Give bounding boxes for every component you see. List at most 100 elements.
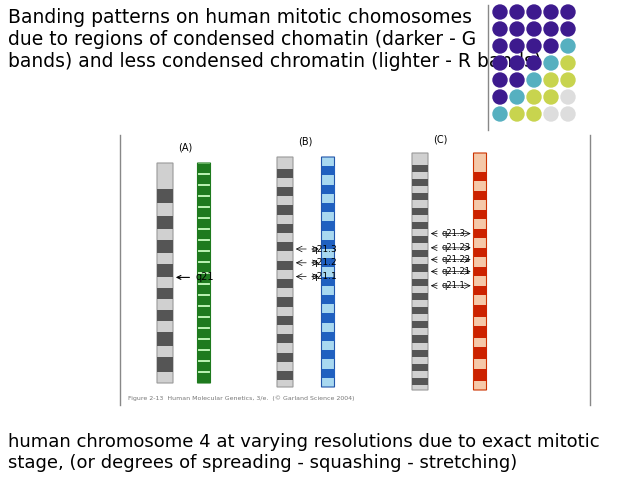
Circle shape — [493, 73, 507, 87]
Text: (A): (A) — [178, 143, 192, 153]
Bar — [198, 164, 211, 173]
Circle shape — [527, 22, 541, 36]
Bar — [277, 316, 293, 325]
Bar — [474, 229, 486, 238]
Circle shape — [527, 73, 541, 87]
Bar — [321, 332, 335, 341]
FancyBboxPatch shape — [277, 157, 293, 387]
Bar — [474, 286, 486, 295]
Circle shape — [493, 107, 507, 121]
Bar — [277, 261, 293, 270]
Bar — [412, 336, 428, 343]
Bar — [198, 362, 211, 371]
Text: q21.21: q21.21 — [442, 267, 471, 276]
Text: q21.3: q21.3 — [442, 229, 466, 238]
Circle shape — [544, 22, 558, 36]
Circle shape — [544, 73, 558, 87]
Circle shape — [544, 39, 558, 53]
Bar — [198, 230, 211, 239]
Bar — [277, 224, 293, 233]
Bar — [412, 264, 428, 272]
Bar — [474, 348, 486, 359]
Circle shape — [561, 107, 575, 121]
Bar — [277, 168, 293, 178]
Circle shape — [544, 5, 558, 19]
Bar — [412, 321, 428, 328]
Bar — [321, 350, 335, 360]
Bar — [321, 166, 335, 175]
Bar — [198, 318, 211, 327]
Bar — [412, 236, 428, 243]
Text: q21.2: q21.2 — [311, 258, 337, 267]
FancyBboxPatch shape — [474, 153, 486, 390]
Text: (C): (C) — [433, 135, 447, 145]
Bar — [277, 352, 293, 362]
Circle shape — [561, 39, 575, 53]
Bar — [412, 165, 428, 172]
Circle shape — [544, 56, 558, 70]
Bar — [474, 267, 486, 276]
Bar — [198, 263, 211, 272]
Circle shape — [527, 90, 541, 104]
Bar — [277, 297, 293, 307]
Circle shape — [493, 5, 507, 19]
Bar — [412, 250, 428, 257]
Bar — [277, 371, 293, 380]
Bar — [412, 350, 428, 357]
Bar — [412, 207, 428, 215]
Bar — [321, 185, 335, 194]
Circle shape — [493, 56, 507, 70]
Bar — [277, 242, 293, 252]
Circle shape — [561, 5, 575, 19]
Bar — [198, 208, 211, 217]
Bar — [157, 240, 173, 253]
Text: q21: q21 — [177, 273, 214, 282]
Bar — [157, 357, 173, 372]
FancyBboxPatch shape — [198, 163, 211, 383]
Bar — [198, 219, 211, 228]
Circle shape — [510, 90, 524, 104]
Circle shape — [510, 39, 524, 53]
Text: q21.22: q21.22 — [442, 255, 471, 264]
Text: q21.3: q21.3 — [311, 244, 337, 253]
Bar — [321, 313, 335, 323]
Bar — [198, 274, 211, 283]
Circle shape — [561, 56, 575, 70]
Bar — [198, 175, 211, 184]
Bar — [198, 241, 211, 250]
Bar — [157, 332, 173, 346]
Text: (B): (B) — [298, 137, 312, 147]
Circle shape — [527, 5, 541, 19]
Bar — [321, 369, 335, 378]
Bar — [157, 216, 173, 229]
Text: q21.23: q21.23 — [442, 243, 471, 252]
Bar — [474, 172, 486, 181]
Bar — [198, 285, 211, 294]
Bar — [321, 295, 335, 304]
Text: Figure 2-13  Human Molecular Genetics, 3/e.  (© Garland Science 2004): Figure 2-13 Human Molecular Genetics, 3/… — [128, 396, 355, 401]
Text: human chromosome 4 at varying resolutions due to exact mitotic
stage, (or degree: human chromosome 4 at varying resolution… — [8, 433, 600, 472]
Circle shape — [561, 22, 575, 36]
Bar — [198, 329, 211, 338]
Bar — [412, 307, 428, 314]
Bar — [412, 193, 428, 201]
Bar — [474, 191, 486, 201]
Bar — [157, 311, 173, 322]
Bar — [474, 369, 486, 381]
Bar — [277, 205, 293, 215]
Circle shape — [493, 39, 507, 53]
FancyBboxPatch shape — [412, 153, 428, 390]
Text: Banding patterns on human mitotic chomosomes
due to regions of condensed chomati: Banding patterns on human mitotic chomos… — [8, 8, 541, 71]
Bar — [412, 378, 428, 385]
Bar — [474, 210, 486, 219]
Bar — [277, 279, 293, 288]
Bar — [198, 340, 211, 349]
Circle shape — [527, 56, 541, 70]
Bar — [157, 190, 173, 203]
Bar — [198, 373, 211, 383]
Bar — [277, 187, 293, 196]
Circle shape — [510, 56, 524, 70]
FancyBboxPatch shape — [157, 163, 173, 383]
Bar — [198, 296, 211, 305]
Circle shape — [510, 73, 524, 87]
